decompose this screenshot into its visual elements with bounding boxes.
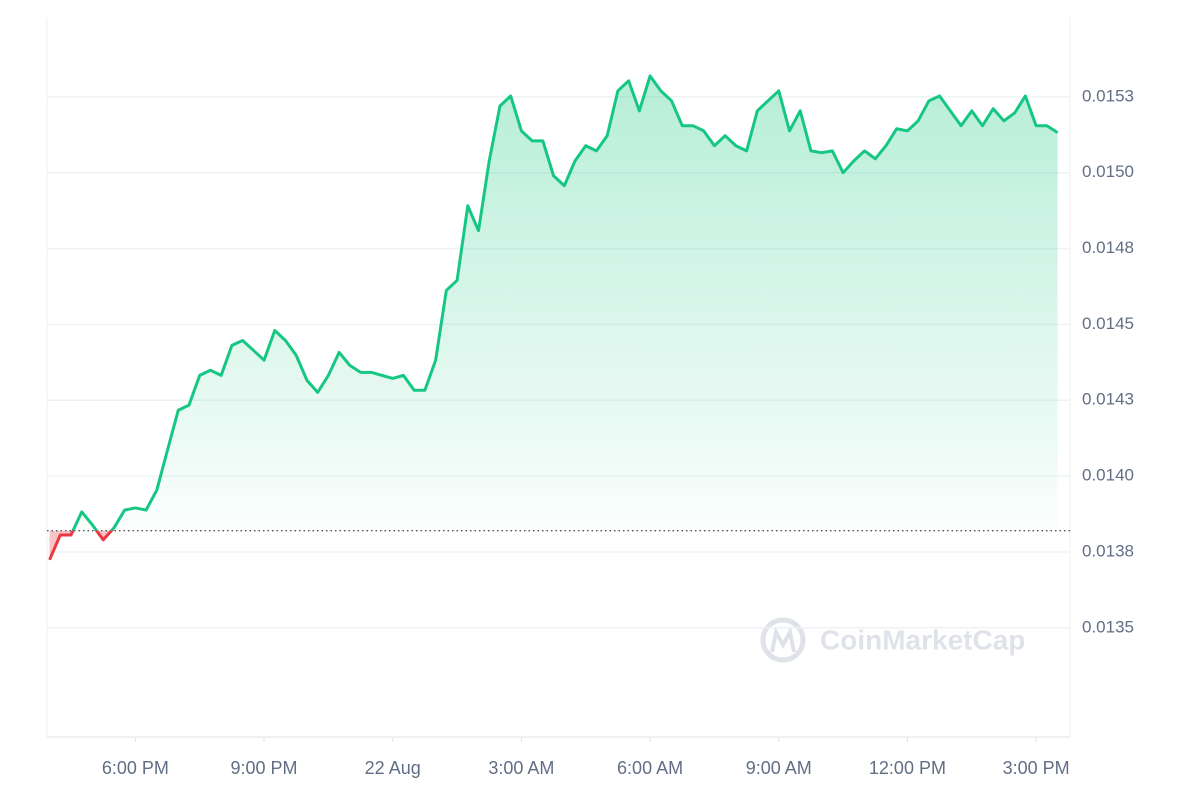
x-tick-label: 6:00 AM [617, 758, 683, 778]
price-line [48, 74, 1059, 561]
x-tick-label: 3:00 PM [1003, 758, 1070, 778]
y-tick-label: 0.0145 [1082, 314, 1134, 333]
y-tick-label: 0.0150 [1082, 162, 1134, 181]
price-area [49, 75, 1058, 560]
y-tick-label: 0.0138 [1082, 541, 1134, 560]
y-tick-label: 0.0135 [1082, 617, 1134, 636]
watermark-logo-mark [770, 626, 796, 653]
x-tick-label: 6:00 PM [102, 758, 169, 778]
watermark-logo [760, 617, 806, 663]
watermark: CoinMarketCap [760, 617, 1025, 663]
x-tick-label: 9:00 PM [231, 758, 298, 778]
x-tick-label: 12:00 PM [869, 758, 946, 778]
x-tick-label: 3:00 AM [488, 758, 554, 778]
y-tick-label: 0.0143 [1082, 390, 1134, 409]
y-tick-label: 0.0148 [1082, 238, 1134, 257]
x-tick-label: 22 Aug [365, 758, 421, 778]
watermark-text: CoinMarketCap [820, 624, 1025, 655]
y-tick-label: 0.0140 [1082, 466, 1134, 485]
x-tick-label: 9:00 AM [746, 758, 812, 778]
y-tick-label: 0.0153 [1082, 86, 1134, 105]
